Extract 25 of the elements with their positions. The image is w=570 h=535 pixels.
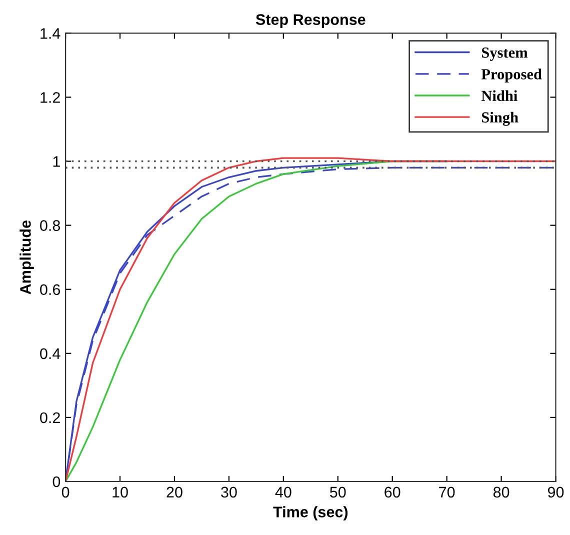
y-axis-title: Amplitude xyxy=(20,220,34,294)
y-tick-label: 0.8 xyxy=(40,220,60,231)
legend-label: Singh xyxy=(482,112,518,126)
x-axis-title: Time (sec) xyxy=(273,506,348,520)
x-tick-label: 0 xyxy=(62,486,70,498)
x-tick-label: 10 xyxy=(112,486,128,498)
y-tick-label: 1.4 xyxy=(40,28,60,39)
chart-title: Step Response xyxy=(256,14,366,28)
legend-label: Proposed xyxy=(481,68,542,82)
x-tick-label: 80 xyxy=(493,486,510,498)
x-tick-label: 20 xyxy=(166,486,182,498)
legend-label: Nidhi xyxy=(481,90,518,101)
x-tick-label: 30 xyxy=(221,486,237,498)
x-tick-label: 60 xyxy=(384,486,400,498)
x-tick-label: 90 xyxy=(548,486,564,498)
y-tick-label: 0 xyxy=(52,476,60,488)
y-tick-label: 0.4 xyxy=(40,348,60,360)
y-tick-label: 0.2 xyxy=(40,412,60,424)
x-tick-label: 70 xyxy=(439,486,455,498)
legend-label: System xyxy=(482,48,528,61)
y-tick-label: 0.6 xyxy=(40,284,60,296)
y-tick-label: 1.2 xyxy=(40,92,60,103)
y-tick-label: 1 xyxy=(53,156,60,167)
x-tick-label: 50 xyxy=(330,486,346,498)
x-tick-label: 40 xyxy=(275,486,292,498)
